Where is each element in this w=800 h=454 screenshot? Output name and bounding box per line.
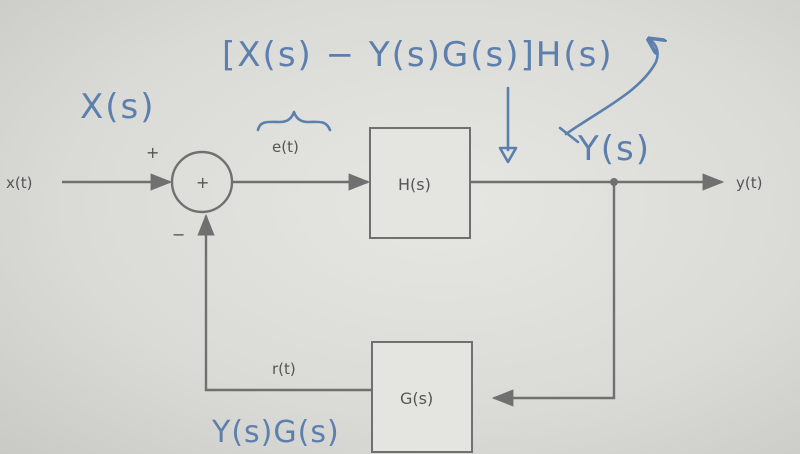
output-signal-label: y(t) bbox=[736, 174, 762, 192]
forward-block-label: H(s) bbox=[398, 175, 431, 194]
feedback-line-left bbox=[197, 213, 372, 392]
summing-plus: + bbox=[196, 173, 209, 192]
feedback-expression-annotation: Y(s)G(s) bbox=[211, 415, 340, 450]
curved-arrow-tail bbox=[558, 126, 580, 144]
down-arrow-head bbox=[498, 146, 518, 164]
curved-arrow bbox=[564, 40, 658, 136]
output-transform-annotation: Y(s) bbox=[577, 129, 651, 169]
input-signal-label: x(t) bbox=[6, 174, 32, 192]
error-brace bbox=[256, 110, 332, 132]
feedback-block bbox=[371, 341, 473, 453]
error-signal-label: e(t) bbox=[272, 138, 299, 156]
feedback-block-label: G(s) bbox=[400, 389, 433, 408]
feedback-line-right bbox=[491, 182, 616, 407]
minus-sign: − bbox=[172, 225, 185, 244]
feedback-signal-label: r(t) bbox=[272, 360, 296, 378]
forward-expression-annotation: [X(s) − Y(s)G(s)]H(s) bbox=[222, 35, 614, 75]
forward-block bbox=[369, 127, 471, 239]
plus-sign: + bbox=[146, 143, 159, 162]
input-transform-annotation: X(s) bbox=[80, 87, 156, 127]
